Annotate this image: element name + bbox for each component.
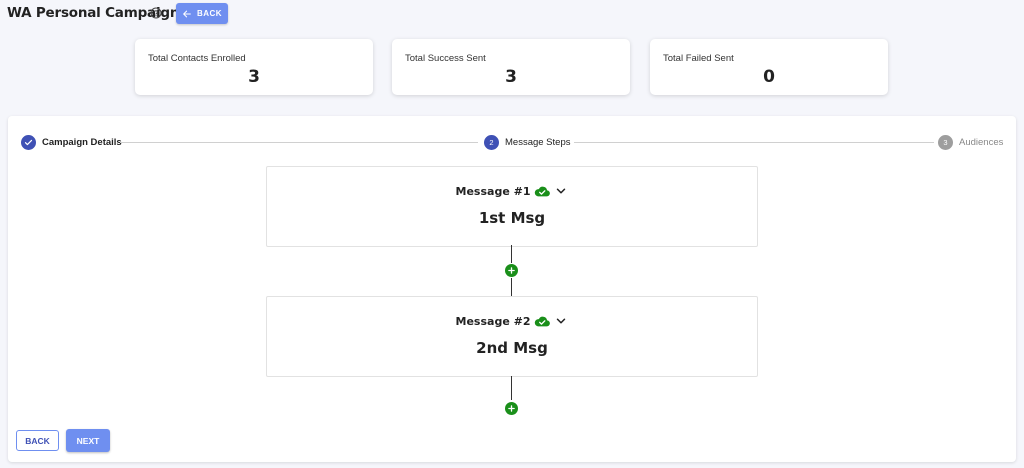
page-header: WA Personal Campaign BACK <box>0 0 1024 30</box>
step-message-steps[interactable]: 2 Message Steps <box>484 135 570 150</box>
back-button[interactable]: BACK <box>16 430 59 451</box>
campaign-panel: Campaign Details 2 Message Steps 3 Audie… <box>8 116 1016 462</box>
page-title: WA Personal Campaign <box>7 5 180 21</box>
message-card-1[interactable]: Message #1 1st Msg <box>266 166 758 247</box>
stat-label: Total Success Sent <box>405 53 486 64</box>
cloud-check-icon <box>535 186 551 197</box>
chevron-down-icon[interactable] <box>554 184 568 198</box>
header-back-button[interactable]: BACK <box>176 3 228 24</box>
stat-card-contacts-enrolled: Total Contacts Enrolled 3 <box>135 39 373 95</box>
step-connector <box>574 142 934 143</box>
stat-value: 3 <box>505 67 517 87</box>
add-step-button[interactable] <box>505 402 518 415</box>
message-title: Message #2 <box>455 314 531 328</box>
step-audiences[interactable]: 3 Audiences <box>938 135 1003 150</box>
help-circle-icon[interactable] <box>150 7 162 19</box>
step-label: Message Steps <box>505 137 571 148</box>
cloud-check-icon <box>535 316 551 327</box>
message-body: 1st Msg <box>478 209 546 227</box>
stat-card-failed-sent: Total Failed Sent 0 <box>650 39 888 95</box>
step-number: 2 <box>484 135 499 150</box>
step-label: Campaign Details <box>42 137 122 148</box>
message-body: 2nd Msg <box>476 339 548 357</box>
step-campaign-details[interactable]: Campaign Details <box>21 135 122 150</box>
plus-icon <box>508 405 515 412</box>
plus-icon <box>508 267 515 274</box>
stat-value: 3 <box>248 67 260 87</box>
message-header: Message #1 <box>267 184 757 198</box>
message-card-2[interactable]: Message #2 2nd Msg <box>266 296 758 377</box>
step-label: Audiences <box>959 137 1004 148</box>
stat-card-success-sent: Total Success Sent 3 <box>392 39 630 95</box>
check-icon <box>21 135 36 150</box>
message-title: Message #1 <box>455 184 531 198</box>
flow-connector <box>511 278 512 296</box>
flow-connector <box>511 376 512 400</box>
next-button[interactable]: NEXT <box>66 429 110 452</box>
add-step-button[interactable] <box>505 264 518 277</box>
stat-value: 0 <box>763 67 775 87</box>
step-number: 3 <box>938 135 953 150</box>
stat-label: Total Contacts Enrolled <box>148 53 246 64</box>
flow-connector <box>511 245 512 263</box>
message-header: Message #2 <box>267 314 757 328</box>
step-connector <box>120 142 478 143</box>
chevron-down-icon[interactable] <box>554 314 568 328</box>
arrow-left-icon <box>183 10 191 17</box>
stat-label: Total Failed Sent <box>663 53 734 64</box>
header-back-label: BACK <box>196 9 223 18</box>
